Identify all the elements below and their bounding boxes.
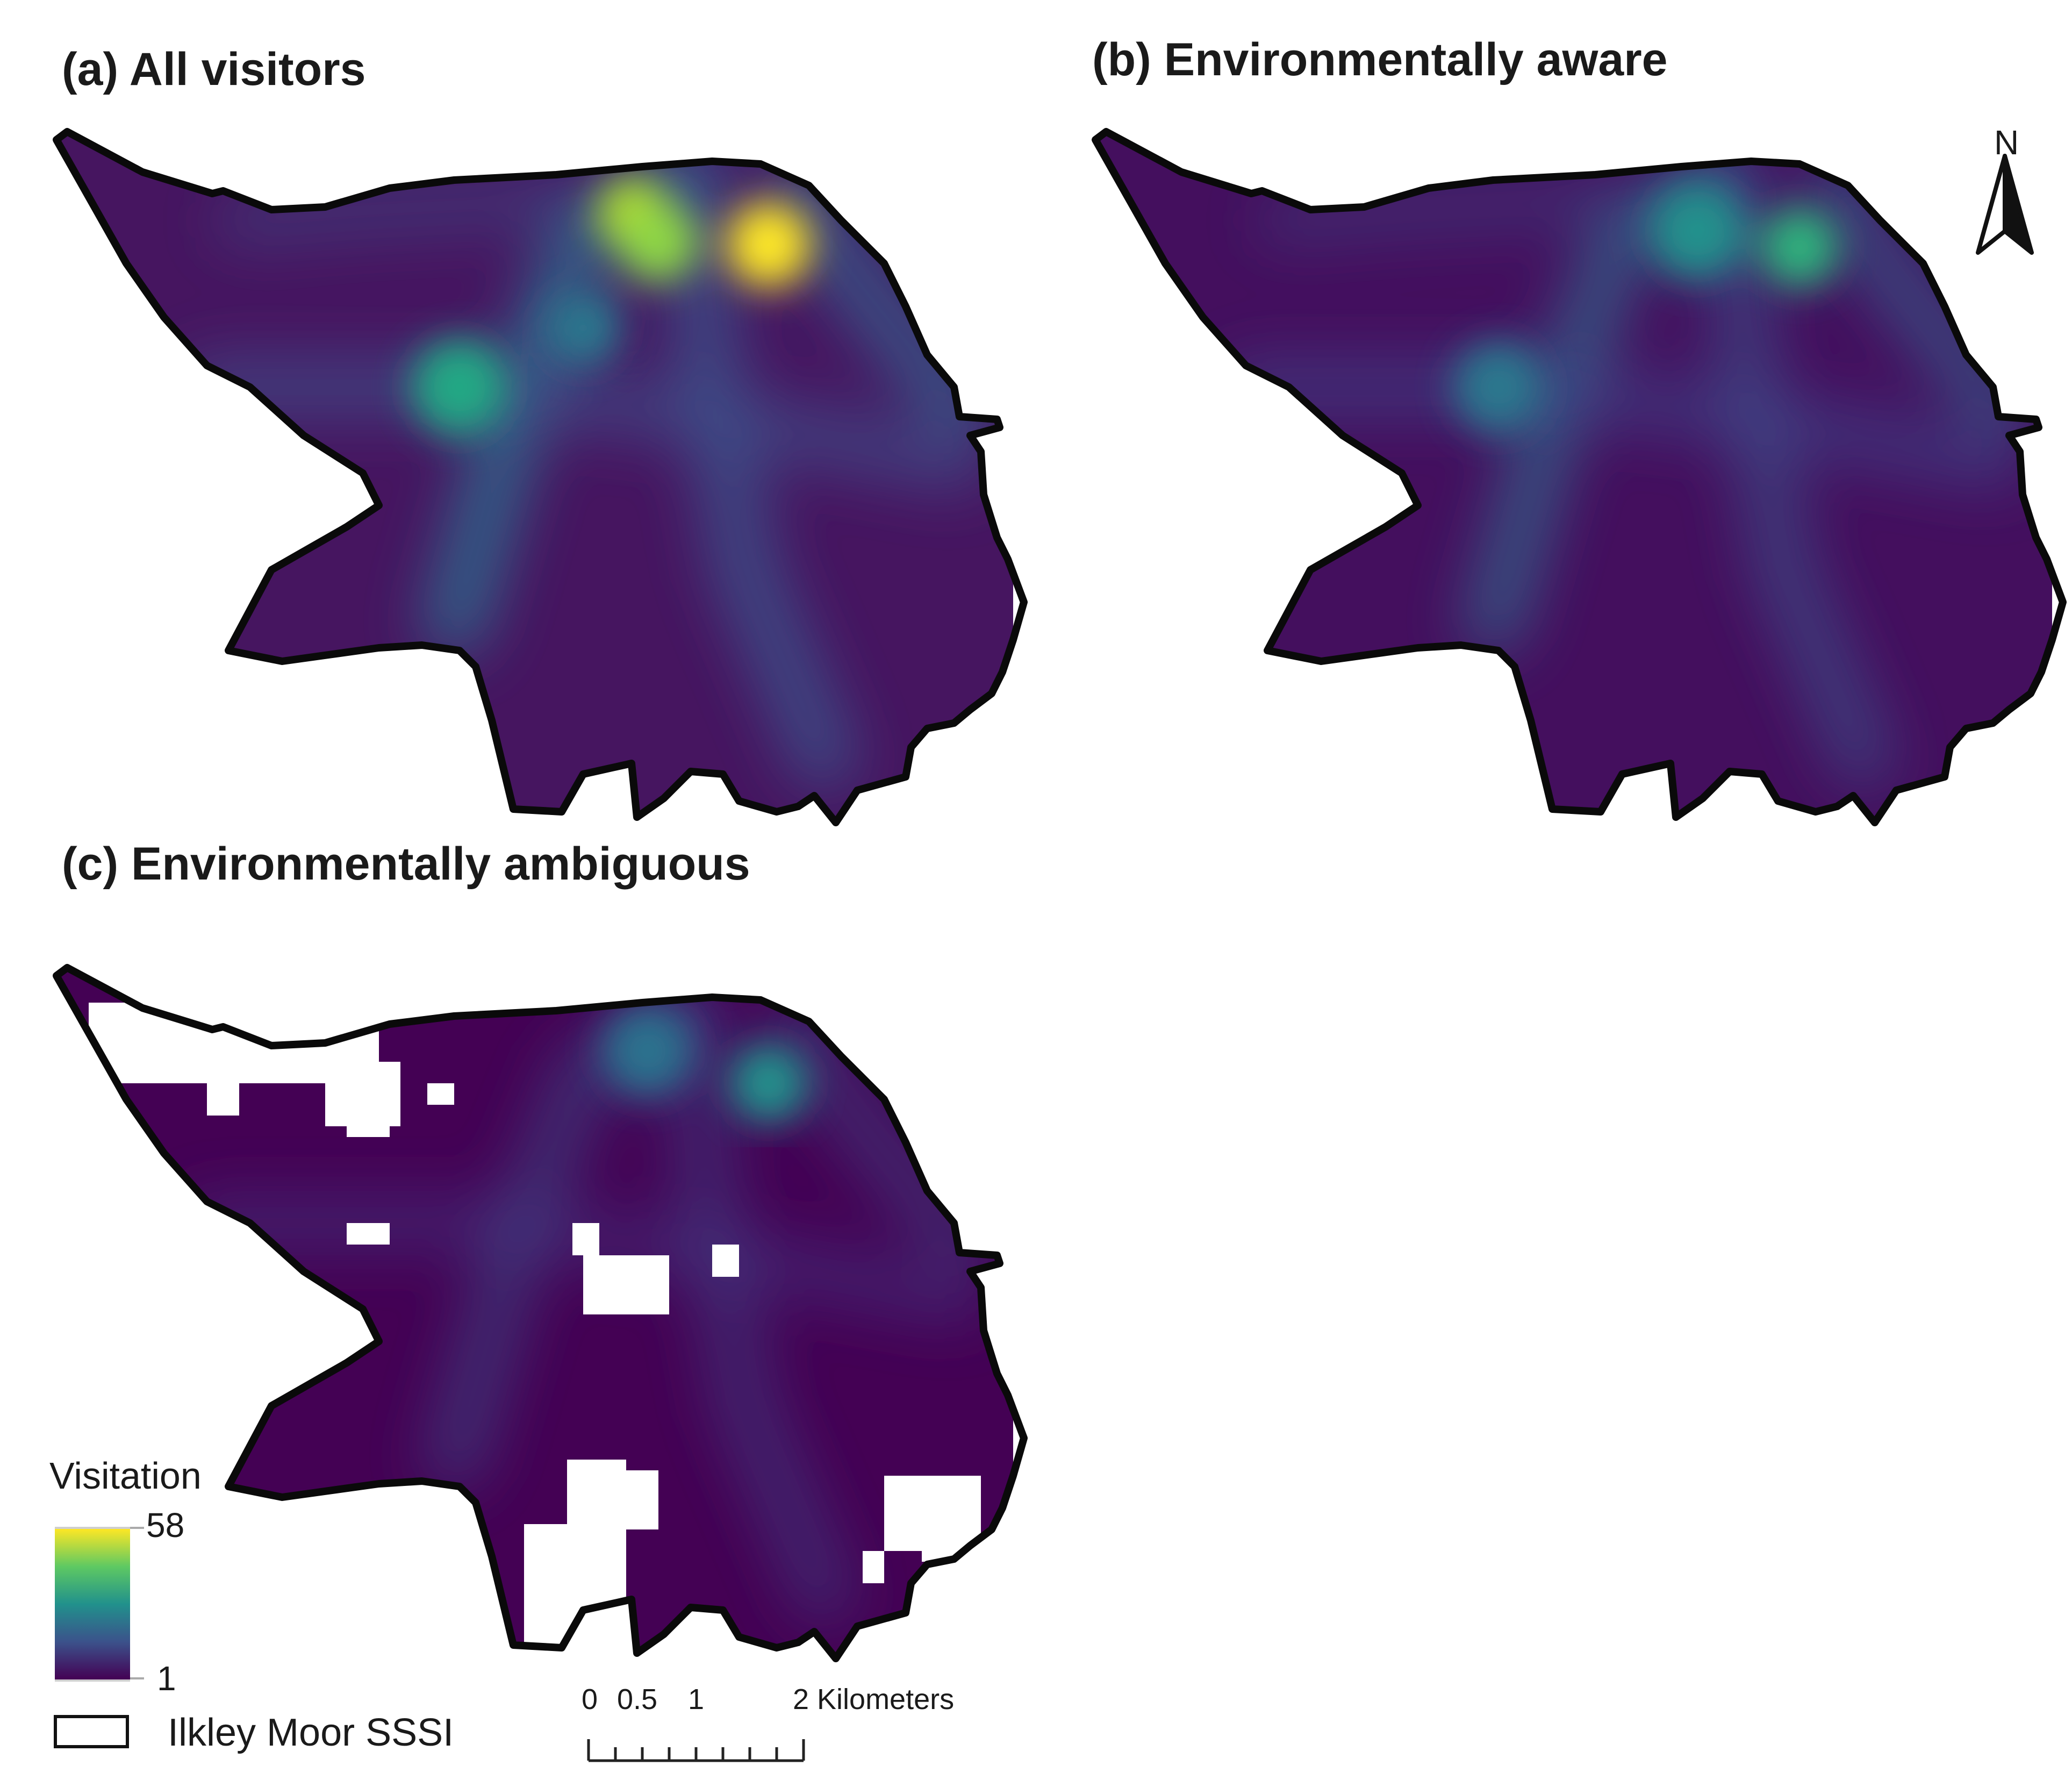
hotspot	[411, 339, 508, 435]
hotspot	[1453, 341, 1544, 433]
trail-corridor	[769, 153, 989, 438]
panel-c-title: (c) Environmentally ambiguous	[62, 838, 750, 890]
hotspot	[1759, 207, 1840, 288]
hotspot	[1649, 183, 1746, 280]
hotspot	[726, 202, 812, 288]
hotspot	[728, 1043, 809, 1124]
hotspot	[602, 1005, 693, 1097]
trail-corridor	[215, 175, 607, 245]
hotspot	[618, 202, 699, 282]
panel-a-title: (a) All visitors	[62, 44, 366, 95]
scale-label-2: 2 Kilometers	[793, 1683, 955, 1715]
legend-color-ramp	[55, 1527, 130, 1682]
panel-b-title: (b) Environmentally aware	[1092, 34, 1668, 85]
scale-label-0-5: 0.5	[617, 1683, 658, 1715]
scale-label-1: 1	[688, 1683, 705, 1715]
north-arrow-icon	[1976, 154, 2034, 255]
sssi-boundary-label: Ilkley Moor SSSI	[168, 1711, 454, 1754]
trail-corridor	[177, 358, 989, 492]
panel-a-map	[46, 86, 1013, 839]
sssi-boundary-swatch	[54, 1715, 129, 1748]
legend-min-tick	[130, 1677, 144, 1679]
panel-b-map	[1085, 86, 2052, 839]
legend-title: Visitation	[49, 1455, 202, 1497]
legend-max-value: 58	[146, 1506, 185, 1545]
scale-bar	[587, 1739, 805, 1762]
hotspot	[546, 290, 621, 366]
legend-max-tick	[130, 1527, 144, 1529]
legend-min-value: 1	[157, 1659, 176, 1698]
trail-corridor	[658, 156, 857, 790]
panel-c-map	[46, 922, 1013, 1675]
scale-label-0: 0	[582, 1683, 598, 1715]
